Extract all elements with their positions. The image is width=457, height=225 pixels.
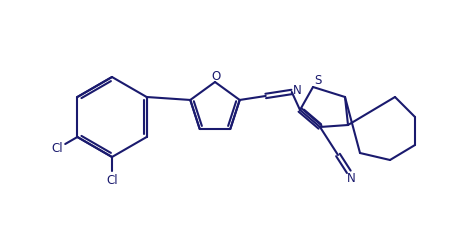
Text: N: N <box>346 172 355 185</box>
Text: Cl: Cl <box>106 173 118 187</box>
Text: S: S <box>314 74 322 86</box>
Text: Cl: Cl <box>52 142 63 155</box>
Text: O: O <box>212 70 221 83</box>
Text: N: N <box>293 84 302 97</box>
